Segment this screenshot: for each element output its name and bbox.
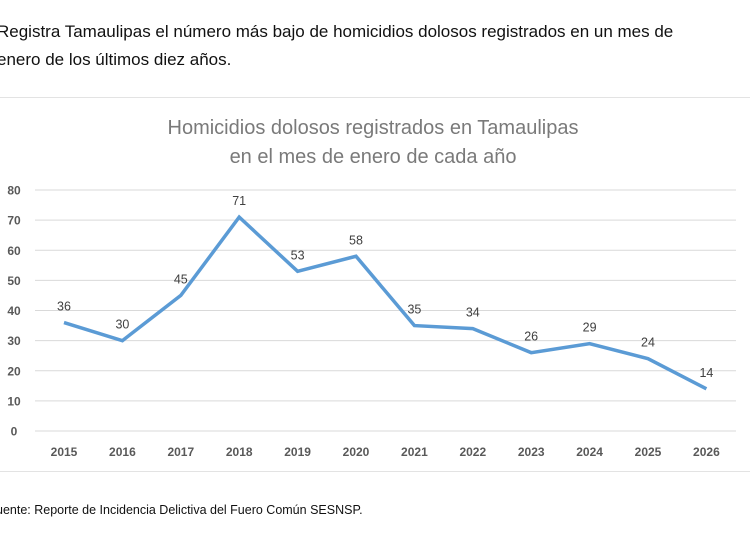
- y-tick-label: 80: [7, 184, 21, 198]
- y-tick-label: 70: [7, 214, 21, 228]
- y-tick-label: 40: [7, 304, 21, 318]
- chart-title-line-2: en el mes de enero de cada año: [230, 146, 517, 168]
- x-tick-label: 2016: [109, 445, 136, 459]
- x-tick-label: 2015: [51, 445, 78, 459]
- y-tick-label: 20: [7, 364, 21, 378]
- x-tick-label: 2024: [576, 445, 603, 459]
- data-label: 26: [524, 330, 538, 344]
- y-tick-label: 10: [7, 394, 21, 408]
- x-tick-label: 2025: [635, 445, 662, 459]
- x-tick-label: 2026: [693, 445, 720, 459]
- data-label: 58: [349, 233, 363, 247]
- y-tick-label: 30: [7, 334, 21, 348]
- data-label: 30: [115, 318, 129, 332]
- x-tick-label: 2022: [459, 445, 486, 459]
- chart-title-line-1: Homicidios dolosos registrados en Tamaul…: [168, 117, 579, 139]
- data-label: 36: [57, 300, 71, 314]
- data-label: 53: [291, 248, 305, 262]
- x-tick-label: 2018: [226, 445, 253, 459]
- heading-line-1: Registra Tamaulipas el número más bajo d…: [0, 22, 674, 41]
- chart-frame: [0, 97, 750, 472]
- source-note: uente: Reporte de Incidencia Delictiva d…: [0, 503, 363, 517]
- heading-line-2: enero de los últimos diez años.: [0, 50, 232, 69]
- x-tick-label: 2017: [167, 445, 194, 459]
- data-label: 45: [174, 272, 188, 286]
- x-tick-label: 2019: [284, 445, 311, 459]
- y-tick-label: 60: [7, 244, 21, 258]
- data-label: 35: [407, 303, 421, 317]
- data-label: 71: [232, 194, 246, 208]
- x-tick-label: 2023: [518, 445, 545, 459]
- data-label: 34: [466, 306, 480, 320]
- data-label: 14: [699, 366, 713, 380]
- article-heading: Registra Tamaulipas el número más bajo d…: [0, 18, 750, 74]
- series-line: [63, 214, 708, 391]
- y-tick-label: 0: [11, 425, 18, 439]
- data-label: 29: [583, 321, 597, 335]
- x-tick-label: 2020: [343, 445, 370, 459]
- data-label: 24: [641, 336, 655, 350]
- y-tick-label: 50: [7, 274, 21, 288]
- x-tick-label: 2021: [401, 445, 428, 459]
